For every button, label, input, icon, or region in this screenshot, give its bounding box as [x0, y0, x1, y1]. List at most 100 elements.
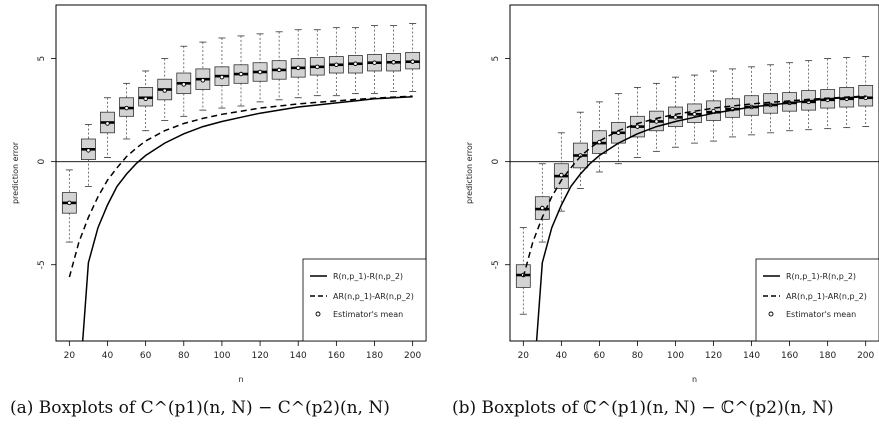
x-tick-label: 180	[366, 351, 383, 361]
y-tick-label: -5	[37, 260, 47, 269]
boxplot-n40	[100, 97, 115, 158]
boxplot-n70	[611, 93, 626, 165]
estimator-mean-point	[143, 96, 148, 102]
chart-panel-a: 20 40 60 80 100 120 140 160 180 200 -5 0 5 n predictio…	[11, 4, 427, 384]
x-tick-label: 40	[556, 351, 568, 361]
boxplot-n120	[252, 33, 268, 103]
caption-b: (b) Boxplots of ℂ^(p1)(n, N) − ℂ^(p2)(n,…	[452, 398, 834, 418]
boxplot-n70	[157, 58, 173, 121]
boxplot-n100	[214, 37, 230, 109]
chart-panel-b: 20 40 60 80 100 120 140 160 180 200 -5 0 5 n predictio…	[465, 4, 879, 384]
boxplot-n200	[405, 23, 421, 92]
boxplot-n20	[61, 169, 77, 243]
boxplot-n60	[591, 101, 607, 173]
curve-ar-difference	[68, 95, 413, 278]
x-axis-label: n	[238, 375, 243, 384]
boxplot-n160	[782, 62, 798, 132]
boxplot-n200	[858, 56, 874, 128]
estimator-mean-point	[162, 88, 167, 93]
estimator-mean-point	[181, 82, 187, 87]
boxplot-n190	[839, 57, 855, 129]
legend-entry: Estimator's mean	[786, 310, 856, 319]
boxplot-n80	[176, 45, 192, 117]
boxplot-n150	[763, 64, 778, 134]
estimator-mean-point	[200, 77, 206, 83]
x-axis-label: n	[692, 375, 697, 384]
y-tick-label: -5	[491, 260, 501, 269]
boxplot-n30	[81, 124, 96, 187]
y-axis-label: prediction error	[465, 141, 474, 204]
boxplot-n60	[138, 70, 154, 132]
estimator-mean-point	[295, 65, 301, 71]
boxplot-n90	[649, 82, 664, 152]
estimator-mean-point	[219, 74, 225, 80]
x-tick-label: 140	[743, 351, 760, 361]
x-tick-label: 160	[328, 351, 345, 361]
estimator-mean-point	[372, 60, 377, 65]
boxplot-n30	[534, 163, 550, 243]
boxplot-n100	[668, 76, 683, 148]
boxplot-n110	[233, 35, 249, 107]
estimator-mean-point	[540, 205, 545, 211]
x-tick-label: 80	[178, 351, 190, 361]
boxplot-n50	[572, 111, 588, 189]
boxplot-n180	[367, 25, 382, 95]
y-tick-label: 0	[491, 159, 501, 165]
y-tick-label: 0	[37, 159, 47, 165]
estimator-mean-point	[616, 130, 621, 136]
estimator-mean-point	[559, 172, 564, 178]
x-tick-label: 120	[251, 351, 268, 361]
estimator-mean-point	[257, 69, 263, 75]
legend-box	[302, 258, 427, 342]
estimator-mean-point	[105, 121, 110, 126]
estimator-mean-point	[238, 71, 244, 77]
y-tick-label: 5	[491, 56, 501, 62]
legend-entry: AR(n,p_1)-AR(n,p_2)	[333, 292, 414, 301]
curve-r-difference	[535, 95, 866, 342]
estimator-mean-point	[67, 200, 72, 206]
estimator-mean-point	[692, 112, 697, 117]
boxplot-n20	[515, 227, 531, 315]
plot-frame	[55, 4, 427, 342]
estimator-mean-point	[391, 60, 396, 65]
boxplot-n180	[820, 58, 836, 130]
boxplot-n170	[348, 27, 363, 95]
plot-frame	[509, 4, 879, 342]
legend-entry: AR(n,p_1)-AR(n,p_2)	[786, 292, 867, 301]
x-tick-label: 200	[404, 351, 421, 361]
boxplot-n150	[309, 29, 325, 97]
curve-ar-difference	[522, 95, 866, 278]
x-tick-label: 80	[632, 351, 644, 361]
estimator-mean-point	[410, 59, 415, 64]
legend-mean-marker	[768, 311, 774, 317]
x-tick-label: 160	[781, 351, 798, 361]
boxplot-n120	[706, 70, 721, 142]
x-tick-label: 100	[213, 351, 230, 361]
boxplot-n160	[328, 27, 344, 97]
boxplot-n140	[290, 29, 306, 99]
legend-mean-marker	[315, 311, 321, 317]
legend: R(n,p_1)-R(n,p_2) AR(n,p_1)-AR(n,p_2) Esti…	[302, 258, 427, 342]
x-tick-label: 100	[667, 351, 684, 361]
estimator-mean-point	[315, 64, 320, 70]
estimator-mean-point	[334, 62, 339, 68]
estimator-mean-point	[124, 105, 129, 111]
legend-entry: R(n,p_1)-R(n,p_2)	[786, 272, 856, 281]
estimator-mean-point	[86, 148, 91, 153]
boxplot-n110	[687, 74, 702, 144]
boxplot-n50	[119, 82, 134, 140]
estimator-mean-point	[673, 115, 678, 120]
boxplot-n40	[553, 132, 569, 212]
x-tick-label: 20	[518, 351, 530, 361]
boxplot-n190	[386, 25, 401, 92]
boxplot-n130	[271, 31, 287, 101]
curve-r-difference	[81, 95, 413, 342]
boxplot-n130	[725, 68, 740, 138]
y-axis-label: prediction error	[11, 141, 20, 204]
estimator-mean-point	[276, 67, 282, 73]
estimator-mean-point	[654, 119, 659, 124]
boxplot-n140	[744, 66, 759, 136]
x-tick-label: 140	[290, 351, 307, 361]
boxplot-n80	[630, 87, 645, 158]
